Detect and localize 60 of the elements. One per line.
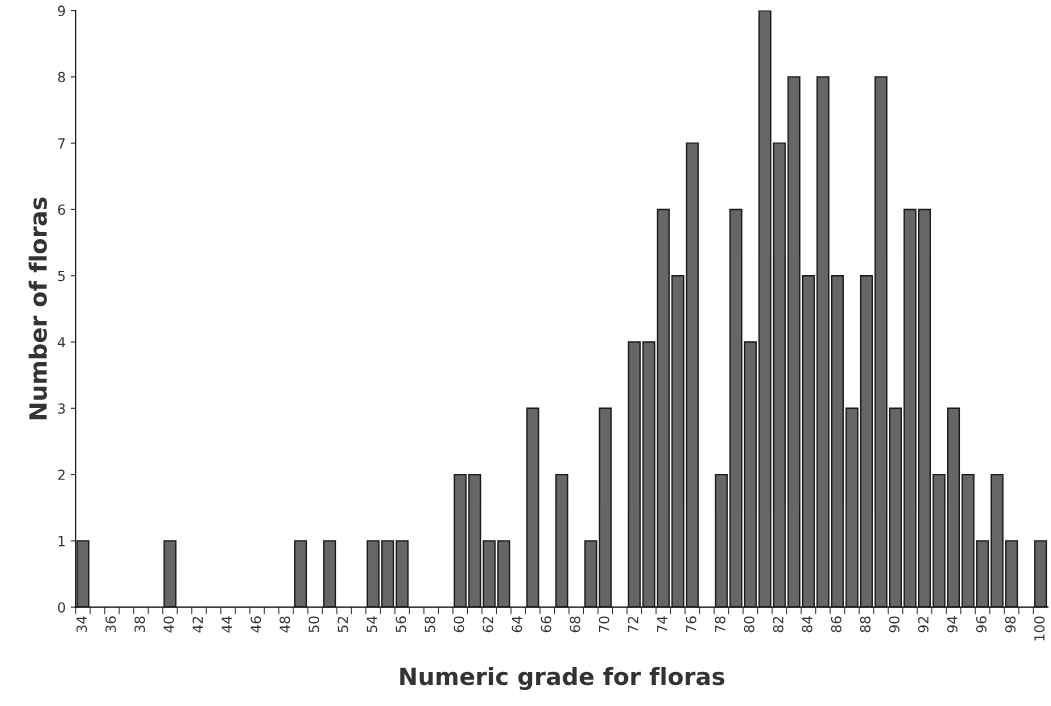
x-tick-label: 94 (947, 616, 958, 633)
bar (685, 142, 699, 608)
x-tick-label: 54 (366, 616, 378, 633)
bar (323, 540, 337, 608)
x-tick-label: 36 (105, 616, 116, 633)
bar (584, 540, 598, 608)
x-tick-label: 64 (511, 616, 523, 633)
x-tick-label: 96 (976, 616, 987, 633)
x-tick-label: 78 (714, 616, 726, 633)
y-axis-title: Number of floras (28, 197, 47, 420)
bar (395, 540, 409, 608)
x-tick-label: 34 (76, 616, 87, 633)
x-tick-label: 42 (192, 616, 203, 633)
x-tick-label: 66 (540, 616, 552, 633)
x-tick-label: 52 (337, 616, 349, 633)
x-tick-label: 84 (801, 616, 813, 633)
bar (163, 540, 177, 608)
x-tick-label: 48 (279, 616, 291, 633)
x-tick-label: 38 (134, 616, 145, 633)
x-tick-label: 82 (772, 616, 784, 633)
y-tick-label: 0 (58, 602, 66, 613)
y-tick-label: 2 (58, 469, 65, 480)
x-tick-label: 90 (889, 616, 900, 633)
x-tick-label: 86 (830, 616, 842, 633)
bar (294, 540, 308, 608)
bar (555, 473, 569, 608)
y-tick-label: 1 (58, 536, 65, 547)
x-axis-title: Numeric grade for floras (400, 667, 725, 691)
x-tick-label: 62 (482, 616, 494, 633)
y-tick-label: 9 (57, 5, 65, 17)
x-tick-label: 98 (1005, 616, 1016, 633)
bar (1034, 540, 1048, 608)
y-tick-label: 6 (58, 204, 66, 215)
x-tick-label: 40 (163, 616, 175, 633)
x-tick-label: 56 (395, 616, 407, 633)
bar (903, 208, 917, 608)
x-tick-label: 92 (918, 616, 929, 633)
x-tick-label: 72 (627, 616, 639, 633)
y-tick-label: 4 (57, 337, 66, 348)
x-tick-label: 46 (250, 616, 262, 633)
bar (888, 407, 902, 608)
bar (526, 407, 540, 608)
y-tick-label: 5 (58, 270, 65, 282)
y-tick-label: 7 (58, 138, 65, 149)
bar (76, 540, 90, 608)
bar (918, 208, 932, 608)
x-tick-label: 74 (657, 616, 668, 633)
y-tick-label: 3 (58, 403, 65, 414)
x-tick-label: 88 (860, 616, 871, 633)
x-tick-label: 68 (569, 616, 581, 633)
x-tick-label: 44 (221, 616, 232, 633)
x-tick-label: 76 (685, 616, 697, 633)
x-tick-label: 80 (743, 616, 755, 633)
x-tick-label: 58 (424, 616, 436, 633)
x-tick-label: 50 (308, 616, 320, 633)
x-tick-label: 100 (1034, 616, 1045, 641)
x-tick-label: 70 (598, 616, 610, 633)
x-tick-label: 60 (453, 616, 465, 633)
bar (598, 407, 612, 608)
y-tick-label: 8 (58, 71, 65, 83)
